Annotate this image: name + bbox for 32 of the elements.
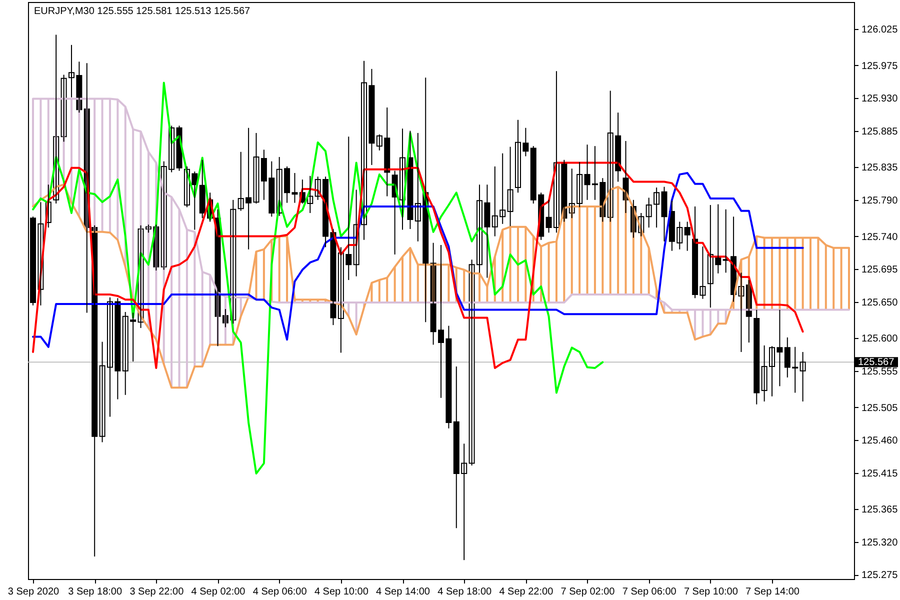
y-tick-label: 125.835 xyxy=(862,162,898,174)
x-tick-label: 4 Sep 06:00 xyxy=(252,586,308,598)
y-tick-label: 125.790 xyxy=(862,195,898,206)
y-tick-label: 125.930 xyxy=(862,94,898,105)
y-tick-label: 125.600 xyxy=(862,334,898,345)
y-tick-label: 125.365 xyxy=(862,504,898,516)
y-tick-label: 125.460 xyxy=(862,436,898,447)
y-tick-label: 125.505 xyxy=(862,402,898,414)
y-tick-label: 125.695 xyxy=(862,264,898,276)
y-tick-label: 125.275 xyxy=(862,570,898,582)
x-tick-label: 7 Sep 02:00 xyxy=(560,586,616,598)
x-tick-label: 4 Sep 10:00 xyxy=(314,586,369,598)
x-tick-label: 4 Sep 22:00 xyxy=(499,586,554,598)
x-tick-label: 4 Sep 18:00 xyxy=(438,586,492,598)
y-tick-label: 126.025 xyxy=(862,24,898,36)
y-tick-label: 125.650 xyxy=(862,297,898,308)
y-tick-label: 125.415 xyxy=(862,468,898,480)
x-tick-label: 4 Sep 14:00 xyxy=(376,586,430,598)
x-tick-label: 4 Sep 02:00 xyxy=(191,586,246,598)
x-tick-label: 3 Sep 18:00 xyxy=(68,586,122,598)
y-tick-label: 125.320 xyxy=(862,537,898,548)
y-tick-label: 125.975 xyxy=(862,60,898,72)
ref-line-label: 125.567 xyxy=(858,357,895,368)
chart-title: EURJPY,M30 125.555 125.581 125.513 125.567 xyxy=(34,6,251,17)
y-tick-label: 125.555 xyxy=(862,366,898,378)
y-tick-label: 125.740 xyxy=(862,232,898,243)
y-tick-label: 125.885 xyxy=(862,126,898,138)
x-tick-label: 3 Sep 22:00 xyxy=(130,586,184,598)
x-tick-label: 3 Sep 2020 xyxy=(8,586,60,598)
x-tick-label: 7 Sep 14:00 xyxy=(746,586,800,598)
x-tick-label: 7 Sep 06:00 xyxy=(622,586,677,598)
x-tick-label: 7 Sep 10:00 xyxy=(684,586,738,598)
